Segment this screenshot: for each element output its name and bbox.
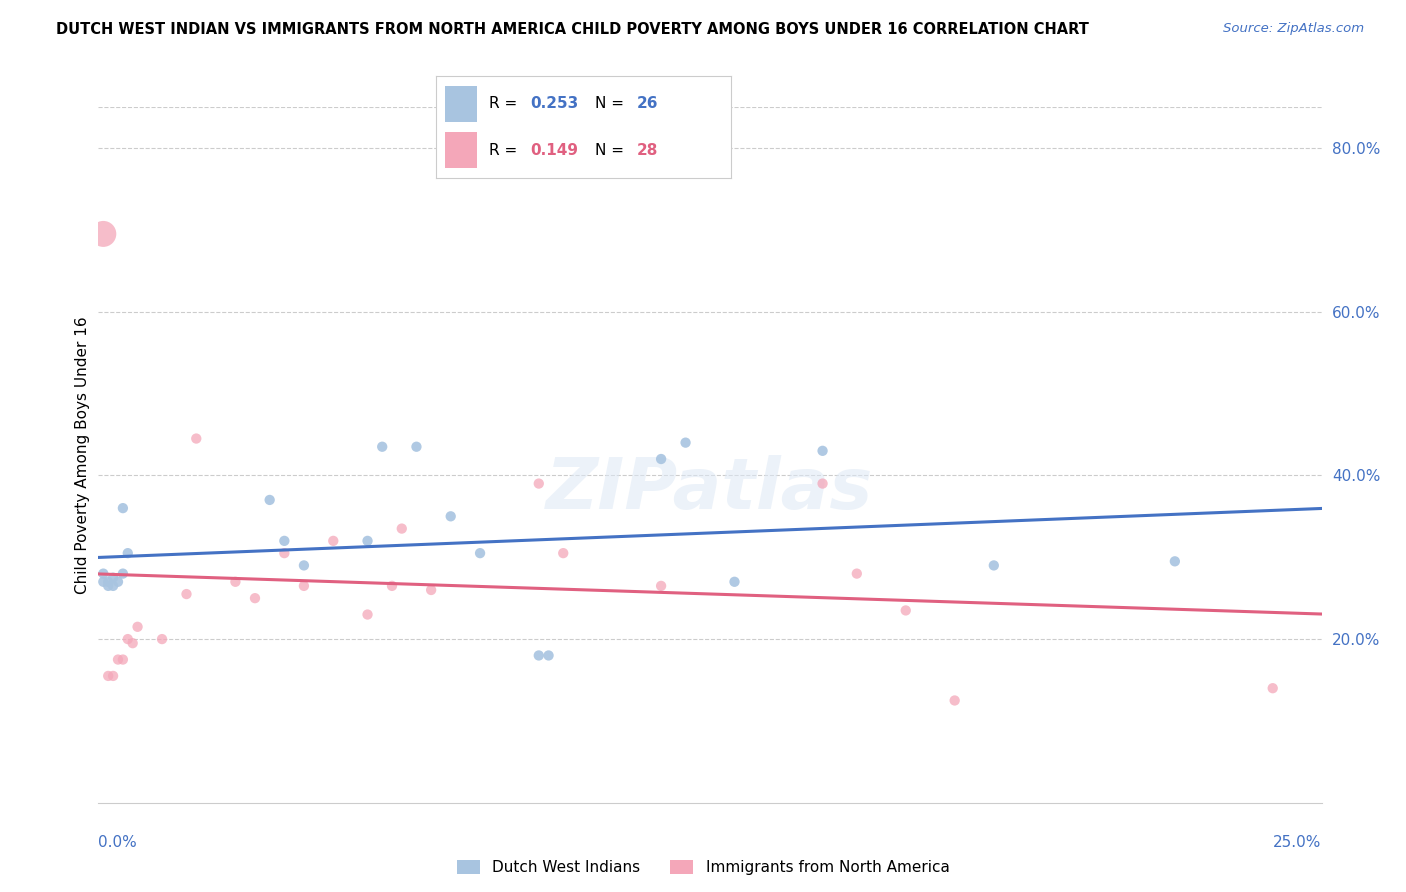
Point	[91, 227, 114, 241]
Point	[91, 574, 114, 589]
Point	[292, 579, 315, 593]
Point	[259, 492, 281, 507]
Text: R =: R =	[489, 144, 522, 158]
Point	[97, 579, 120, 593]
Bar	[444, 132, 477, 168]
Point	[101, 579, 124, 593]
Point	[107, 574, 129, 589]
Text: DUTCH WEST INDIAN VS IMMIGRANTS FROM NORTH AMERICA CHILD POVERTY AMONG BOYS UNDE: DUTCH WEST INDIAN VS IMMIGRANTS FROM NOR…	[56, 22, 1090, 37]
Point	[117, 546, 139, 560]
Point	[117, 632, 139, 646]
Point	[811, 476, 834, 491]
Point	[811, 443, 834, 458]
Bar	[444, 87, 477, 122]
Point	[527, 476, 550, 491]
Point	[356, 607, 378, 622]
Point	[121, 636, 143, 650]
Point	[391, 522, 413, 536]
Point	[371, 440, 394, 454]
Point	[894, 603, 917, 617]
Point	[553, 546, 575, 560]
Point	[440, 509, 463, 524]
Point	[845, 566, 868, 581]
Point	[292, 558, 315, 573]
Point	[176, 587, 198, 601]
Y-axis label: Child Poverty Among Boys Under 16: Child Poverty Among Boys Under 16	[75, 316, 90, 594]
Point	[527, 648, 550, 663]
Point	[537, 648, 560, 663]
Point	[723, 574, 745, 589]
Point	[101, 669, 124, 683]
Text: 0.0%: 0.0%	[98, 836, 138, 850]
Text: Source: ZipAtlas.com: Source: ZipAtlas.com	[1223, 22, 1364, 36]
Point	[650, 452, 672, 467]
Point	[983, 558, 1005, 573]
Point	[322, 533, 344, 548]
Text: N =: N =	[595, 144, 628, 158]
Point	[107, 652, 129, 666]
Point	[91, 566, 114, 581]
Point	[111, 652, 134, 666]
Point	[1261, 681, 1284, 696]
Text: 0.253: 0.253	[530, 96, 579, 111]
Point	[420, 582, 443, 597]
Point	[381, 579, 404, 593]
Point	[97, 669, 120, 683]
Point	[127, 620, 149, 634]
Text: 25.0%: 25.0%	[1274, 836, 1322, 850]
Text: 26: 26	[637, 96, 658, 111]
Text: 28: 28	[637, 144, 658, 158]
Point	[186, 432, 208, 446]
Point	[150, 632, 173, 646]
Point	[943, 693, 966, 707]
Text: ZIPatlas: ZIPatlas	[547, 455, 873, 524]
Point	[111, 566, 134, 581]
Point	[243, 591, 266, 606]
Point	[650, 579, 672, 593]
Text: N =: N =	[595, 96, 628, 111]
Point	[111, 501, 134, 516]
Point	[1164, 554, 1187, 568]
Point	[101, 571, 124, 585]
Text: 0.149: 0.149	[530, 144, 578, 158]
Point	[273, 533, 295, 548]
Point	[675, 435, 697, 450]
Text: R =: R =	[489, 96, 522, 111]
Point	[356, 533, 378, 548]
Legend: Dutch West Indians, Immigrants from North America: Dutch West Indians, Immigrants from Nort…	[457, 861, 949, 875]
Point	[273, 546, 295, 560]
Point	[97, 574, 120, 589]
Point	[468, 546, 491, 560]
Point	[405, 440, 427, 454]
Point	[224, 574, 246, 589]
